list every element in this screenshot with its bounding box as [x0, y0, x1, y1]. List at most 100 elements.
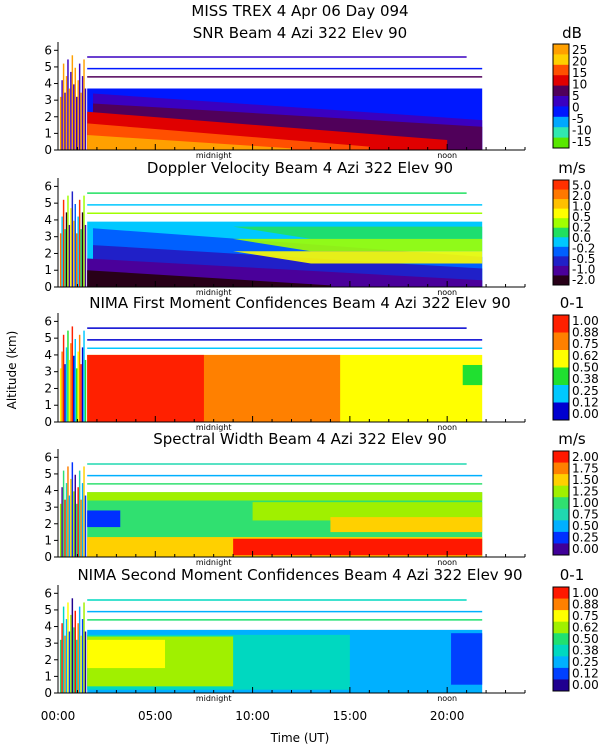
panel-title: NIMA Second Moment Confidences Beam 4 Az…	[77, 566, 522, 584]
noise-column	[78, 470, 81, 557]
colorbar-segment	[553, 127, 569, 139]
panel-5: NIMA Second Moment Confidences Beam 4 Az…	[44, 566, 598, 703]
colorbar-segment	[553, 497, 569, 510]
noise-column	[61, 487, 63, 557]
colorbar-segment	[553, 543, 569, 556]
data-block	[87, 510, 121, 528]
y-tick-label: 0	[44, 686, 52, 700]
colorbar-segment	[553, 189, 569, 200]
colorbar-segment	[553, 75, 569, 87]
panel-unit: 0-1	[560, 294, 585, 312]
plot-area	[59, 326, 483, 422]
colorbar-label: 1.00	[572, 496, 599, 510]
noise-column	[80, 364, 82, 422]
noise-column	[83, 602, 85, 693]
colorbar-segment	[553, 180, 569, 191]
y-tick-label: 4	[44, 348, 52, 362]
noise-column	[84, 88, 87, 150]
y-tick-label: 1	[44, 126, 52, 140]
y-tick-label: 1	[44, 398, 52, 412]
noise-column	[80, 499, 82, 557]
noise-column	[59, 96, 62, 150]
x-tick-label: 10:00	[235, 709, 270, 723]
noise-column	[62, 470, 65, 557]
figure-header-line1: MISS TREX 4 Apr 06 Day 094	[191, 2, 408, 20]
noise-column	[71, 598, 74, 693]
y-tick-label: 0	[44, 550, 52, 564]
noise-column	[59, 639, 62, 693]
noise-column	[81, 347, 84, 422]
panel-title: Spectral Width Beam 4 Azi 322 Elev 90	[153, 430, 447, 448]
noise-column	[74, 203, 76, 287]
data-layer	[87, 135, 292, 150]
noise-column	[74, 67, 76, 150]
data-layer	[87, 270, 331, 287]
noise-column	[73, 355, 75, 422]
colorbar-segment	[553, 315, 569, 333]
y-tick-label: 5	[44, 60, 52, 74]
noise-column	[67, 330, 69, 422]
colorbar-segment	[553, 520, 569, 533]
colorbar-label: 0.00	[572, 407, 599, 421]
noise-column	[71, 326, 74, 422]
noise-column	[62, 334, 65, 422]
colorbar-label: 0.50	[572, 361, 599, 375]
x-tick-labels: 00:00 05:00 10:00 15:00 20:00	[41, 709, 465, 723]
panel-title: NIMA First Moment Confidences Beam 4 Azi…	[89, 294, 510, 312]
colorbar-segment	[553, 350, 569, 368]
noon-marker: noon	[437, 558, 457, 567]
panel-unit: m/s	[558, 159, 586, 177]
noise-column	[80, 635, 82, 693]
noise-column	[64, 499, 66, 557]
noise-column	[84, 495, 87, 557]
y-tick-label: 3	[44, 93, 52, 107]
y-tick-label: 4	[44, 484, 52, 498]
colorbar-segment	[553, 385, 569, 403]
noise-column	[74, 338, 76, 422]
colorbar-segment	[553, 44, 569, 55]
noon-marker: noon	[437, 288, 457, 297]
noise-column	[62, 63, 65, 150]
noon-marker: noon	[437, 151, 457, 160]
noise-column	[73, 491, 75, 557]
noise-column	[81, 619, 84, 693]
colorbar-label: 1.00	[572, 314, 599, 328]
noise-column	[74, 610, 76, 693]
colorbar-segment	[553, 610, 569, 623]
noise-column	[77, 351, 79, 422]
midnight-marker: midnight	[196, 151, 232, 160]
y-tick-label: 0	[44, 143, 52, 157]
noise-column	[83, 466, 85, 557]
noise-column	[59, 503, 62, 557]
midnight-marker: midnight	[196, 694, 232, 703]
colorbar-segment	[553, 199, 569, 210]
colorbar-segment	[553, 656, 569, 669]
y-tick-label: 5	[44, 603, 52, 617]
data-block	[330, 517, 483, 533]
noise-column	[71, 55, 74, 150]
colorbar-label: 0	[572, 101, 580, 115]
colorbar-label: 0.0	[572, 231, 591, 245]
colorbar-segment	[553, 227, 569, 238]
noise-column	[61, 80, 63, 150]
colorbar-segment	[553, 531, 569, 544]
colorbar-segment	[553, 256, 569, 267]
noise-column	[67, 466, 69, 557]
noise-column	[75, 503, 78, 557]
data-block	[87, 492, 483, 501]
y-tick-label: 5	[44, 331, 52, 345]
colorbar-segment	[553, 218, 569, 229]
colorbar-label: 0.88	[572, 597, 599, 611]
noise-column	[65, 483, 68, 557]
data-block	[233, 538, 483, 556]
colorbar-label: 0.00	[572, 678, 599, 692]
panel-4: Spectral Width Beam 4 Azi 322 Elev 90 m/s…	[44, 430, 598, 567]
colorbar-label: -2.0	[572, 273, 595, 287]
noise-column	[71, 462, 74, 557]
colorbar-segment	[553, 54, 569, 66]
colorbar-label: 0.25	[572, 384, 599, 398]
noise-column	[64, 364, 66, 422]
colorbar-frame	[552, 179, 570, 286]
noise-column	[83, 59, 85, 151]
